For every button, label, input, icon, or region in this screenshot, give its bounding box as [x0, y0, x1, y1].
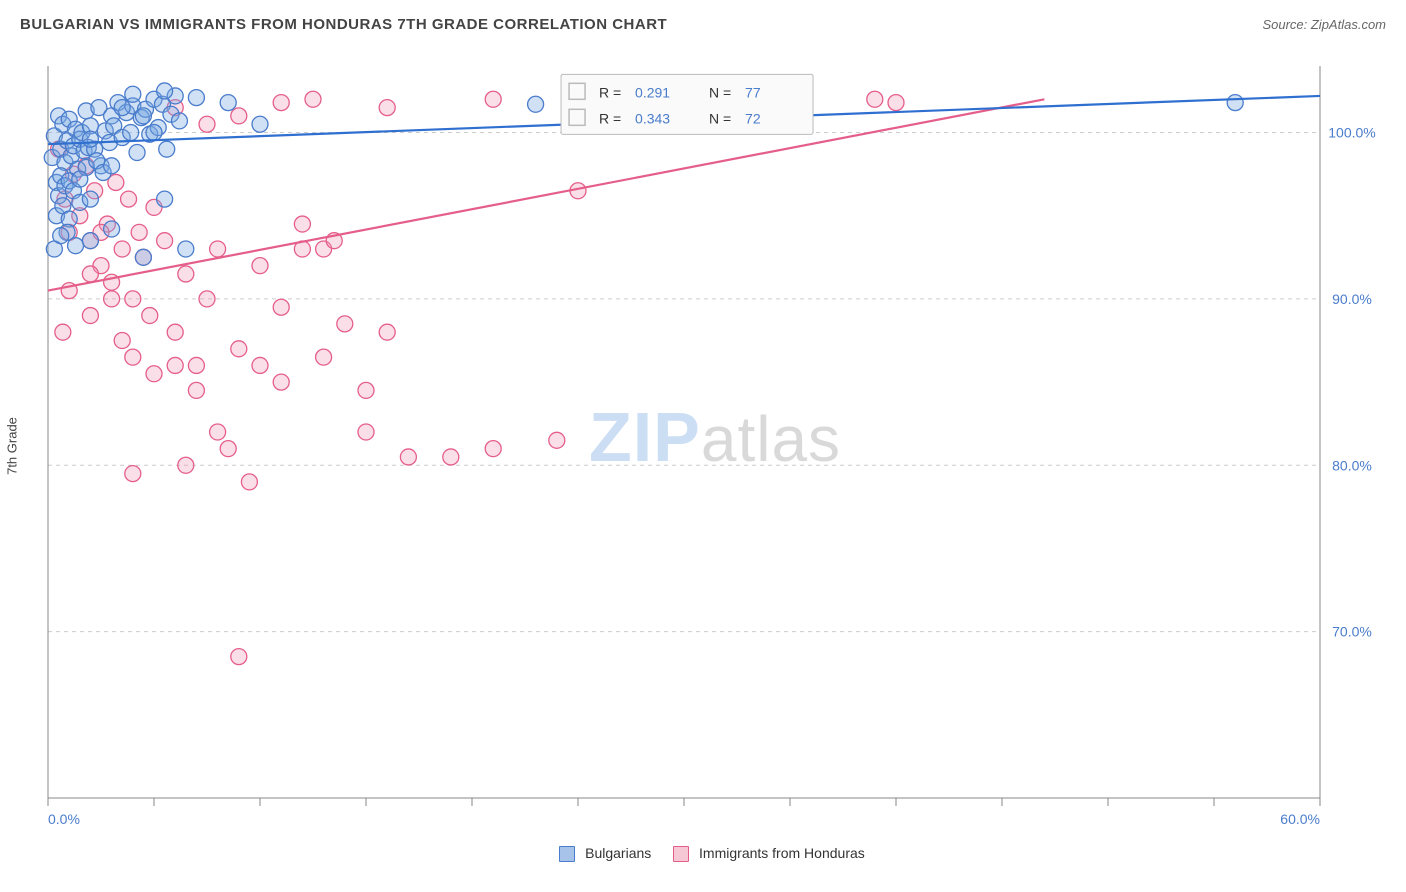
svg-text:80.0%: 80.0% — [1332, 457, 1372, 473]
svg-text:90.0%: 90.0% — [1332, 291, 1372, 307]
svg-text:100.0%: 100.0% — [1328, 125, 1375, 141]
svg-text:N =: N = — [709, 84, 731, 100]
svg-text:60.0%: 60.0% — [1280, 811, 1320, 827]
chart-title: BULGARIAN VS IMMIGRANTS FROM HONDURAS 7T… — [20, 16, 667, 33]
svg-text:0.0%: 0.0% — [48, 811, 80, 827]
legend-label-honduras: Immigrants from Honduras — [699, 845, 865, 861]
y-axis-label: 7th Grade — [5, 417, 20, 475]
svg-text:0.343: 0.343 — [635, 110, 670, 126]
scatter-plot-svg: 70.0%80.0%90.0%100.0%0.0%60.0%R =0.291N … — [44, 58, 1386, 816]
bottom-legend: Bulgarians Immigrants from Honduras — [0, 845, 1406, 862]
legend-swatch-honduras — [673, 846, 689, 862]
legend-swatch-bulgarians — [559, 846, 575, 862]
svg-text:0.291: 0.291 — [635, 84, 670, 100]
svg-text:72: 72 — [745, 110, 761, 126]
svg-text:70.0%: 70.0% — [1332, 624, 1372, 640]
svg-text:77: 77 — [745, 84, 761, 100]
plot-area: 70.0%80.0%90.0%100.0%0.0%60.0%R =0.291N … — [44, 58, 1386, 816]
legend-label-bulgarians: Bulgarians — [585, 845, 651, 861]
chart-header: BULGARIAN VS IMMIGRANTS FROM HONDURAS 7T… — [0, 0, 1406, 48]
svg-text:R =: R = — [599, 110, 621, 126]
svg-text:N =: N = — [709, 110, 731, 126]
svg-text:R =: R = — [599, 84, 621, 100]
chart-container: BULGARIAN VS IMMIGRANTS FROM HONDURAS 7T… — [0, 0, 1406, 892]
chart-source: Source: ZipAtlas.com — [1262, 17, 1386, 32]
